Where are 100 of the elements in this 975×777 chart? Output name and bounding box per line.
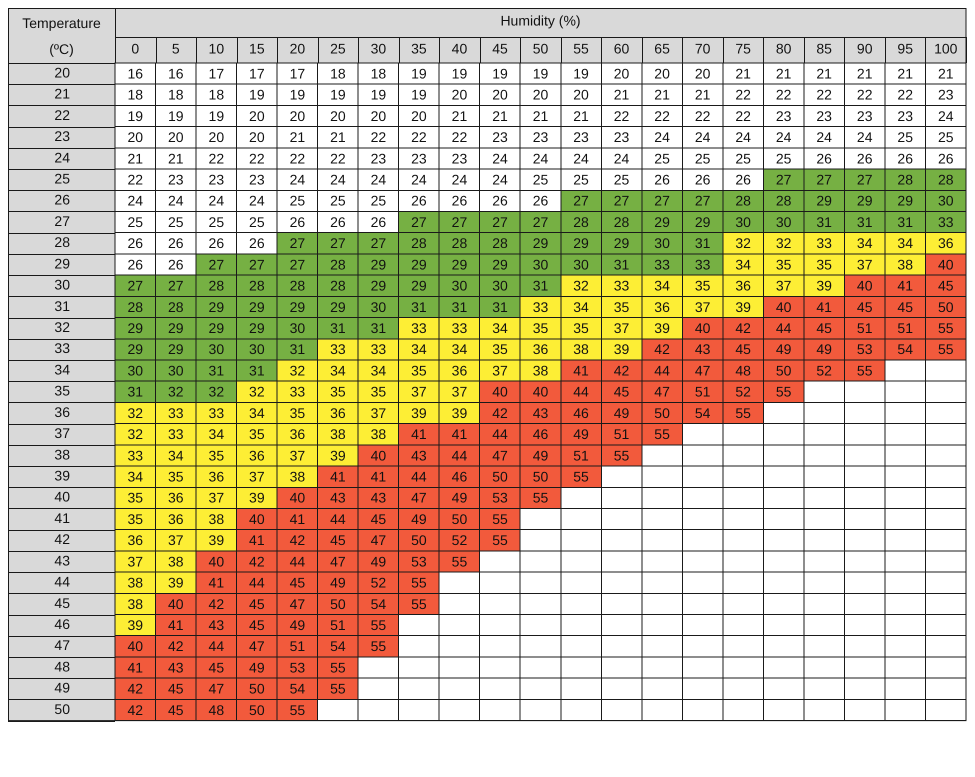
data-label: 21 [127, 150, 144, 166]
y-tick-label: 49 [54, 680, 70, 696]
data-label: 30 [532, 256, 548, 272]
data-label: 31 [452, 298, 468, 315]
data-label: 37 [127, 553, 144, 570]
data-label: 22 [856, 86, 873, 103]
data-label: 47 [411, 490, 427, 506]
y-tick-label: 28 [54, 234, 70, 250]
data-label: 41 [897, 278, 914, 294]
x-tick-label: 50 [532, 40, 548, 56]
data-label: 42 [208, 596, 224, 612]
data-label: 24 [168, 192, 184, 209]
data-label: 28 [249, 278, 265, 294]
data-label: 44 [290, 553, 306, 570]
data-label: 45 [330, 532, 346, 548]
data-label: 45 [856, 298, 873, 315]
data-label: 44 [573, 384, 590, 400]
data-label: 25 [532, 172, 548, 188]
data-label: 21 [654, 86, 670, 103]
data-label: 24 [776, 129, 792, 146]
data-label: 27 [856, 172, 873, 188]
data-label: 28 [938, 172, 954, 188]
data-label: 52 [452, 532, 468, 548]
data-label: 21 [694, 86, 711, 103]
data-label: 24 [492, 150, 508, 166]
data-label: 19 [249, 86, 265, 103]
data-label: 29 [614, 235, 630, 252]
data-label: 31 [532, 278, 548, 294]
data-label: 29 [856, 192, 873, 209]
y-tick-label: 20 [54, 64, 70, 80]
data-label: 24 [290, 172, 306, 188]
data-label: 40 [694, 320, 711, 336]
data-label: 39 [654, 320, 670, 336]
data-label: 40 [532, 384, 548, 400]
data-label: 25 [127, 214, 144, 230]
data-label: 52 [735, 384, 752, 400]
data-label: 35 [330, 384, 346, 400]
data-label: 40 [938, 256, 954, 272]
data-label: 40 [370, 447, 386, 464]
data-label: 39 [735, 298, 752, 315]
data-label: 51 [614, 426, 630, 442]
y-tick-label: 36 [54, 404, 70, 420]
y-tick-label: 37 [54, 425, 70, 442]
data-label: 25 [330, 192, 346, 209]
data-label: 37 [694, 298, 711, 315]
data-label: 54 [897, 341, 914, 358]
data-label: 29 [654, 214, 670, 230]
data-label: 21 [452, 108, 468, 124]
y-tick-label: 26 [54, 192, 70, 208]
data-label: 33 [654, 256, 670, 272]
y-tick-label: 30 [54, 276, 70, 293]
data-label: 20 [452, 86, 468, 103]
data-label: 55 [330, 659, 346, 676]
data-label: 22 [249, 150, 265, 166]
data-label: 33 [816, 235, 832, 252]
y-tick-label: 31 [54, 298, 70, 314]
data-label: 41 [168, 617, 184, 633]
y-tick-label: 22 [54, 106, 70, 123]
data-label: 24 [573, 150, 590, 166]
data-label: 28 [330, 278, 346, 294]
data-label: 22 [370, 129, 386, 146]
data-label: 46 [532, 426, 548, 442]
data-label: 53 [492, 490, 508, 506]
data-label: 54 [370, 596, 386, 612]
data-label: 44 [452, 447, 468, 464]
data-label: 44 [776, 320, 792, 336]
data-label: 27 [614, 192, 630, 209]
data-label: 30 [452, 278, 468, 294]
data-label: 37 [208, 490, 224, 506]
data-label: 24 [856, 129, 873, 146]
data-label: 22 [127, 172, 144, 188]
data-label: 28 [168, 298, 184, 315]
data-label: 44 [492, 426, 508, 442]
y-tick-label: 46 [54, 616, 70, 632]
data-label: 33 [290, 384, 306, 400]
data-label: 53 [411, 553, 427, 570]
data-label: 49 [573, 426, 590, 442]
data-label: 24 [127, 192, 144, 209]
data-label: 32 [208, 384, 224, 400]
data-label: 47 [290, 596, 306, 612]
data-label: 27 [694, 192, 711, 209]
data-label: 42 [168, 638, 184, 654]
data-label: 43 [330, 490, 346, 506]
data-label: 44 [330, 510, 346, 527]
x-tick-label: 25 [330, 40, 346, 56]
data-label: 36 [127, 532, 144, 548]
data-label: 30 [776, 214, 792, 230]
data-label: 38 [168, 553, 184, 570]
data-label: 28 [290, 278, 306, 294]
data-label: 50 [654, 404, 670, 421]
data-label: 27 [330, 235, 346, 252]
data-label: 49 [614, 404, 630, 421]
data-label: 26 [127, 256, 144, 272]
data-label: 48 [735, 362, 752, 378]
data-label: 24 [330, 172, 346, 188]
data-label: 26 [532, 192, 548, 209]
x-tick-label: 95 [897, 40, 914, 56]
data-label: 42 [735, 320, 752, 336]
data-label: 51 [573, 447, 590, 464]
data-label: 28 [573, 214, 590, 230]
